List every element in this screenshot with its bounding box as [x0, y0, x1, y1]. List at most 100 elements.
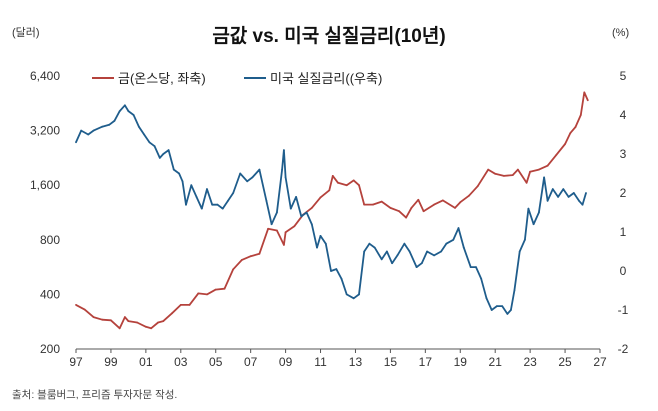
real-rate-line-point	[246, 180, 249, 183]
right-tick-label: 1	[620, 225, 627, 239]
right-tick-label: 0	[620, 264, 627, 278]
gold-price-line-point	[331, 175, 334, 177]
real-rate-line-point	[358, 293, 360, 296]
x-tick-label: 07	[244, 355, 258, 369]
gold-price-line-point	[405, 216, 407, 219]
real-rate-line-point	[578, 199, 580, 202]
legend-label-gold: 금(온스당, 좌축)	[118, 71, 206, 86]
legend: 금(온스당, 좌축) 미국 실질금리((우축)	[92, 71, 382, 86]
gold-price-line-point	[410, 207, 413, 209]
x-tick-label: 09	[279, 355, 293, 369]
real-rate-line-point	[118, 110, 121, 112]
real-rate-line-point	[284, 176, 287, 179]
real-rate-line-point	[490, 309, 493, 311]
x-tick-label: 99	[104, 355, 118, 369]
gold-price-line-point	[319, 196, 322, 199]
gold-price-line-point	[579, 114, 582, 116]
x-tick-label: 11	[314, 355, 327, 369]
real-rate-line-point	[340, 277, 343, 280]
real-rate-line-point	[101, 125, 104, 128]
gold-price-line-point	[468, 194, 470, 197]
left-tick-label: 3,200	[30, 124, 60, 138]
real-rate-line-point	[200, 207, 203, 210]
gold-price-line-point	[372, 203, 374, 206]
gold-price-line-point	[214, 288, 217, 291]
real-rate-line-point	[496, 305, 498, 307]
real-rate-line-point	[485, 297, 488, 300]
x-tick-label: 21	[489, 355, 503, 369]
real-rate-line	[75, 104, 587, 315]
real-rate-line-point	[557, 196, 559, 198]
right-tick-label: 2	[620, 186, 627, 200]
x-tick-label: 13	[349, 355, 363, 369]
real-rate-line-point	[445, 242, 448, 245]
x-tick-label: 25	[558, 355, 572, 369]
real-rate-line-point	[433, 254, 435, 257]
gold-price-line-point	[583, 91, 586, 94]
gold-price-line-point	[494, 172, 497, 175]
gold-price-line-point	[162, 320, 165, 322]
real-rate-line-point	[270, 223, 273, 226]
real-rate-line-point	[532, 223, 535, 226]
gold-price-line-point	[454, 207, 456, 209]
real-rate-line-point	[380, 258, 383, 261]
real-rate-line-point	[87, 133, 90, 136]
gold-price-line	[75, 91, 589, 330]
real-rate-line-point	[527, 207, 530, 210]
gold-price-line-point	[476, 185, 479, 188]
real-rate-line-point	[513, 289, 516, 292]
real-rate-line-point	[143, 133, 146, 136]
gold-price-line-point	[101, 318, 104, 321]
gold-price-line-point	[358, 184, 360, 187]
gold-price-line-point	[258, 252, 261, 255]
real-rate-line-point	[221, 207, 224, 210]
real-rate-line-point	[440, 250, 442, 253]
x-tick-label: 97	[69, 355, 83, 369]
real-rate-line-point	[538, 211, 540, 214]
real-rate-line-point	[162, 153, 165, 155]
gold-price-line-point	[511, 174, 514, 177]
gold-price-line-point	[179, 304, 182, 306]
left-axis-unit: (달러)	[12, 26, 40, 39]
gold-price-line-point	[363, 203, 366, 206]
right-axis-unit: (%)	[612, 27, 629, 39]
real-rate-line-point	[543, 176, 545, 179]
gold-price-line-point	[487, 168, 490, 171]
real-rate-line-point	[92, 129, 95, 132]
x-tick-label: 15	[384, 355, 398, 369]
right-tick-label: -1	[618, 303, 629, 317]
gold-price-line-point	[380, 200, 383, 203]
real-rate-line-point	[132, 114, 135, 116]
real-rate-line-point	[195, 196, 198, 198]
real-rate-line-point	[281, 168, 283, 171]
gold-price-line-point	[127, 320, 130, 322]
real-rate-line-point	[572, 192, 575, 194]
x-tick-label: 05	[209, 355, 223, 369]
gold-price-line-point	[157, 321, 160, 324]
real-rate-line-point	[310, 223, 313, 226]
gold-price-line-point	[529, 170, 531, 173]
real-rate-line-point	[251, 176, 254, 179]
gold-price-line-point	[538, 168, 540, 171]
x-tick-label: 19	[454, 355, 468, 369]
gold-price-line-point	[337, 181, 339, 184]
legend-label-rate: 미국 실질금리((우축)	[270, 71, 382, 86]
gold-price-line-point	[232, 268, 235, 271]
real-rate-line-point	[480, 277, 483, 280]
gold-price-line-point	[284, 231, 287, 234]
real-rate-line-point	[127, 110, 130, 112]
real-rate-line-point	[148, 141, 151, 144]
real-rate-line-point	[510, 309, 512, 311]
gold-price-line-point	[110, 319, 112, 322]
real-rate-line-point	[172, 168, 175, 171]
real-rate-line-point	[295, 196, 297, 198]
real-rate-line-point	[475, 266, 477, 268]
real-rate-line-point	[585, 192, 587, 194]
real-rate-line-point	[373, 246, 376, 249]
real-rate-line-point	[211, 203, 214, 206]
real-rate-line-point	[265, 199, 268, 202]
real-rate-line-point	[206, 188, 208, 191]
gold-price-line-point	[586, 99, 589, 102]
gold-price-line-point	[398, 210, 400, 213]
real-rate-line-point	[300, 215, 303, 218]
